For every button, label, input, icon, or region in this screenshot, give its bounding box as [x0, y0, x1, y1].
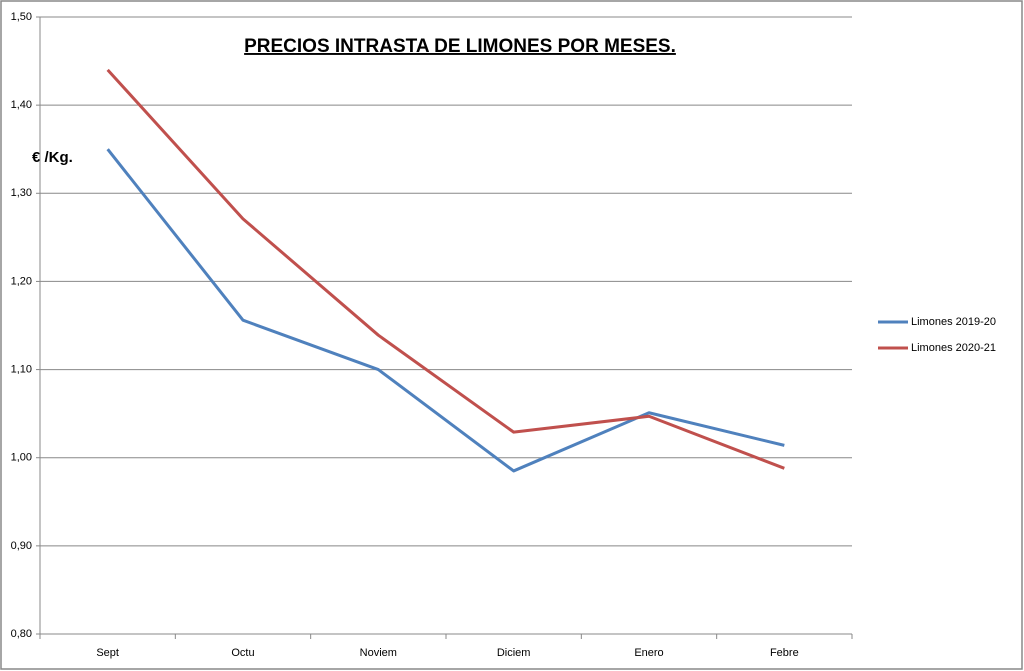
x-tick-label: Febre [770, 647, 799, 659]
x-tick-label: Sept [96, 647, 119, 659]
legend-label: Limones 2020-21 [911, 342, 996, 354]
y-axis-label: € /Kg. [32, 149, 73, 166]
y-tick-label: 1,10 [11, 363, 32, 375]
series-line [106, 148, 785, 473]
x-tick-label: Noviem [360, 647, 397, 659]
legend-label: Limones 2019-20 [911, 316, 996, 328]
y-tick-label: 1,00 [11, 452, 32, 464]
y-tick-label: 0,80 [11, 628, 32, 640]
y-tick-label: 0,90 [11, 540, 32, 552]
chart-title: PRECIOS INTRASTA DE LIMONES POR MESES. [244, 36, 676, 57]
series-line [106, 68, 785, 470]
x-tick-label: Diciem [497, 647, 531, 659]
y-tick-label: 1,30 [11, 187, 32, 199]
y-tick-label: 1,40 [11, 99, 32, 111]
x-tick-label: Enero [634, 647, 663, 659]
y-tick-label: 1,20 [11, 275, 32, 287]
x-tick-label: Octu [231, 647, 254, 659]
y-tick-label: 1,50 [11, 11, 32, 23]
